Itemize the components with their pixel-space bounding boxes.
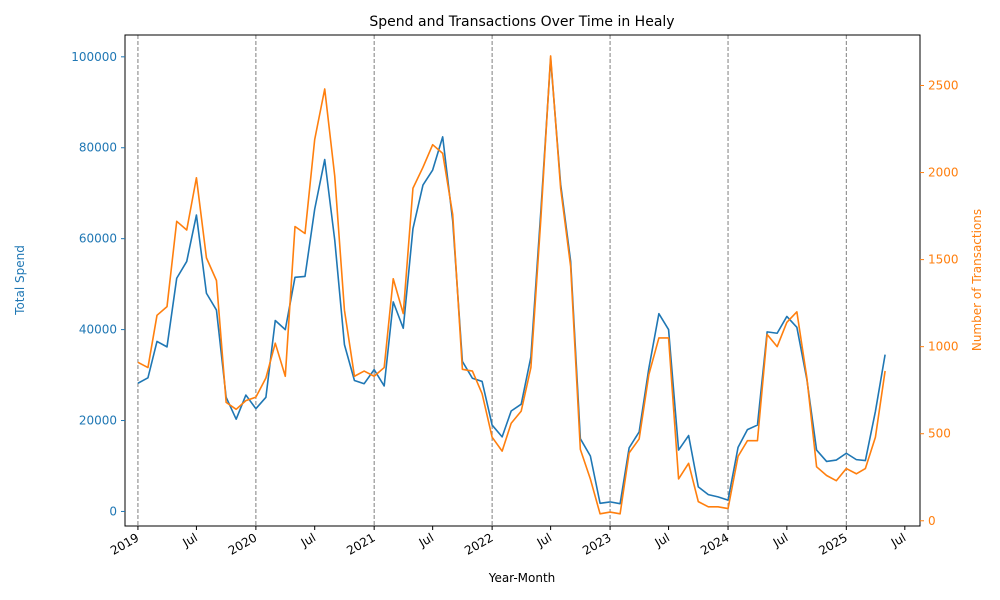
x-axis-label: Year-Month (488, 571, 556, 585)
y-left-tick-label: 60000 (79, 232, 117, 246)
series-lines (137, 55, 886, 515)
series-line-transactions (137, 55, 886, 515)
y-right-tick-label: 1500 (928, 253, 959, 267)
y-right-tick-label: 0 (928, 514, 936, 528)
y-right-axis-ticks: 0 500 1000 1500 2000 2500 (920, 78, 959, 528)
x-tick-label: Jul (416, 530, 436, 550)
y-left-axis-label: Total Spend (13, 245, 27, 316)
series-line-total-spend (137, 57, 886, 505)
y-right-tick-label: 2000 (928, 166, 959, 180)
x-tick-label: Jul (180, 530, 200, 550)
y-right-axis-label: Number of Transactions (970, 209, 984, 351)
x-tick-label: Jul (770, 530, 790, 550)
y-left-axis-ticks: 0 20000 40000 60000 80000 100000 (71, 50, 125, 518)
y-left-tick-label: 40000 (79, 323, 117, 337)
y-left-tick-label: 100000 (71, 50, 117, 64)
y-left-tick-label: 0 (109, 504, 117, 518)
x-tick-label: Jul (652, 530, 672, 550)
chart-title: Spend and Transactions Over Time in Heal… (369, 14, 674, 30)
y-right-tick-label: 1000 (928, 340, 959, 354)
x-tick-label: Jul (888, 530, 908, 550)
x-tick-label: Jul (298, 530, 318, 550)
x-tick-label: Jul (534, 530, 554, 550)
y-right-tick-label: 500 (928, 427, 951, 441)
y-right-tick-label: 2500 (928, 78, 959, 92)
plot-frame (124, 34, 921, 527)
year-divider-lines (137, 35, 847, 526)
y-left-tick-label: 80000 (79, 141, 117, 155)
y-left-tick-label: 20000 (79, 414, 117, 428)
